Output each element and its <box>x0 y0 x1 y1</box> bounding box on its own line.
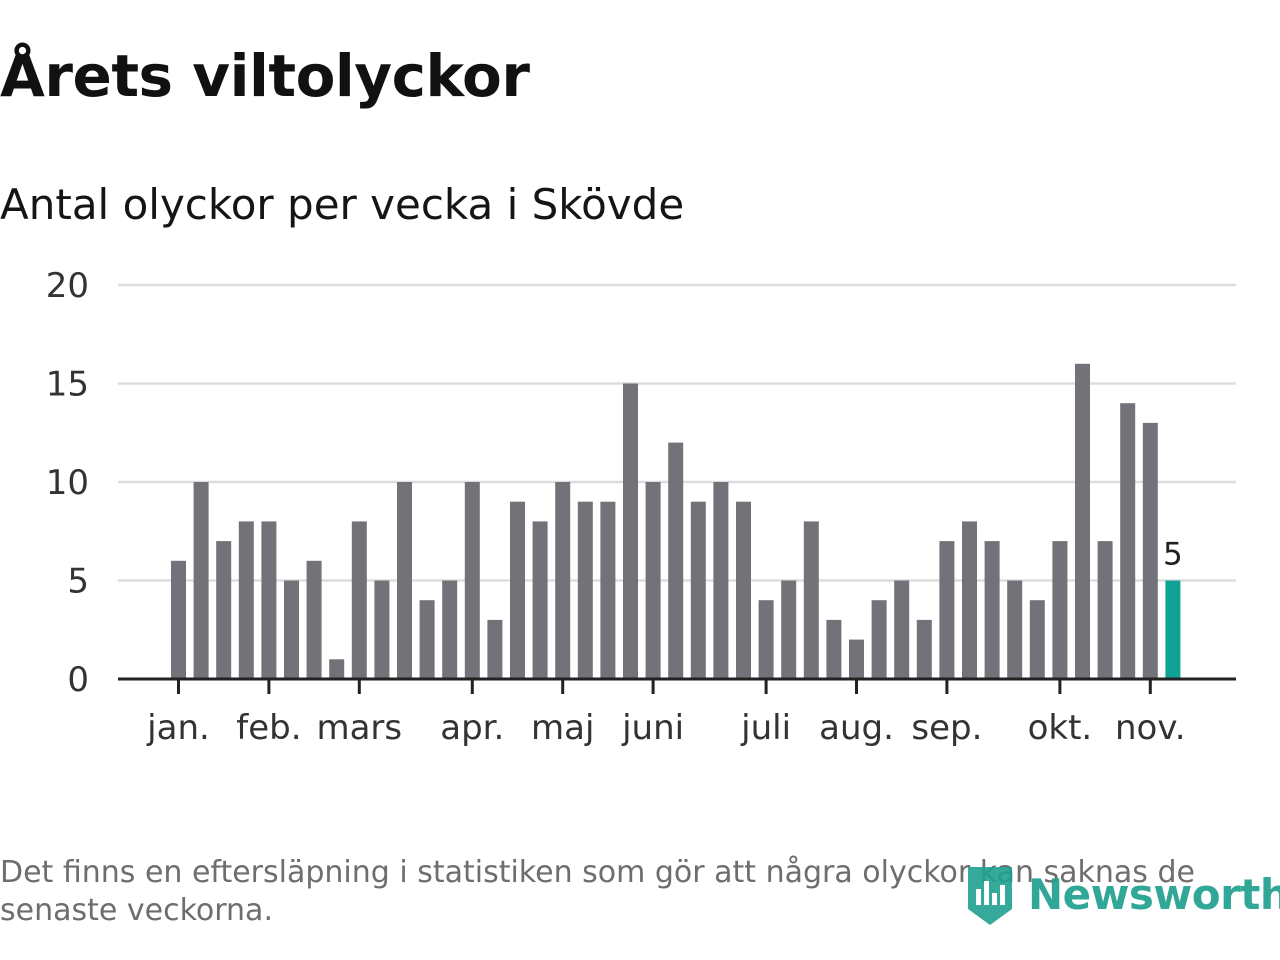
bar <box>916 619 932 679</box>
newsworthy-logo: Newsworthy <box>964 858 1280 930</box>
bar <box>397 482 412 679</box>
bar <box>645 482 661 679</box>
bar <box>713 482 729 679</box>
bar <box>306 560 322 679</box>
x-tick-label: jan. <box>146 708 210 748</box>
bar <box>600 501 616 679</box>
chart-subtitle: Antal olyckor per vecka i Skövde <box>0 180 685 229</box>
bar <box>623 383 638 679</box>
bar <box>442 580 458 679</box>
bar <box>803 521 819 679</box>
y-axis-ticks: 0 5 10 15 20 <box>46 266 89 700</box>
bar <box>419 600 435 679</box>
newsworthy-logo-icon <box>968 867 1012 925</box>
bar <box>690 501 706 679</box>
bars <box>171 363 1181 679</box>
bar <box>1142 422 1158 679</box>
x-tick-label: juni <box>621 708 684 748</box>
y-tick-label: 5 <box>67 562 89 602</box>
bar <box>758 600 774 679</box>
bar <box>284 580 299 679</box>
bar <box>826 619 842 679</box>
bar <box>894 580 910 679</box>
bar <box>374 580 390 679</box>
x-tick-label: aug. <box>819 708 894 748</box>
x-tick-label: sep. <box>911 708 982 748</box>
bar <box>555 482 571 679</box>
y-tick-label: 20 <box>46 266 89 306</box>
bar <box>171 560 186 679</box>
bar <box>261 521 277 679</box>
newsworthy-logo-text: Newsworthy <box>1028 869 1280 919</box>
x-tick-label: mars <box>316 708 402 748</box>
data-label: 5 <box>1163 537 1183 573</box>
x-tick-label: maj <box>531 708 594 748</box>
bar-highlight <box>1165 580 1181 679</box>
chart-title: Årets viltolyckor <box>0 42 530 110</box>
x-tick-label: okt. <box>1028 708 1093 748</box>
bar <box>577 501 593 679</box>
bar <box>668 442 684 679</box>
bar <box>1029 600 1045 679</box>
bar <box>216 541 232 679</box>
bar <box>939 541 955 679</box>
bar <box>1120 403 1136 679</box>
bar <box>781 580 797 679</box>
bar <box>487 619 503 679</box>
bar <box>736 501 751 679</box>
x-tick-label: nov. <box>1115 708 1186 748</box>
y-tick-label: 0 <box>67 660 89 700</box>
y-tick-label: 10 <box>46 463 89 503</box>
bar <box>1007 580 1023 679</box>
bar <box>510 501 525 679</box>
x-axis-ticks: jan. feb. mars apr. maj juni juli aug. sep. okt. n… <box>146 679 1186 748</box>
x-tick-label: feb. <box>236 708 301 748</box>
data-labels: 5 <box>1163 537 1183 573</box>
y-tick-label: 15 <box>46 365 89 405</box>
bar <box>329 659 345 679</box>
bar <box>871 600 887 679</box>
bar <box>962 521 977 679</box>
bar <box>849 639 864 679</box>
bar <box>351 521 367 679</box>
bar <box>464 482 480 679</box>
bar <box>1052 541 1068 679</box>
bar <box>193 482 209 679</box>
bar <box>238 521 254 679</box>
bar <box>1097 541 1113 679</box>
bar <box>1075 363 1090 679</box>
bar <box>984 541 1000 679</box>
bar-chart: 0 5 10 15 20 jan. feb. mars apr. maj juni juli aug.… <box>46 266 1236 748</box>
x-tick-label: juli <box>740 708 791 748</box>
bar <box>532 521 548 679</box>
x-tick-label: apr. <box>440 708 504 748</box>
